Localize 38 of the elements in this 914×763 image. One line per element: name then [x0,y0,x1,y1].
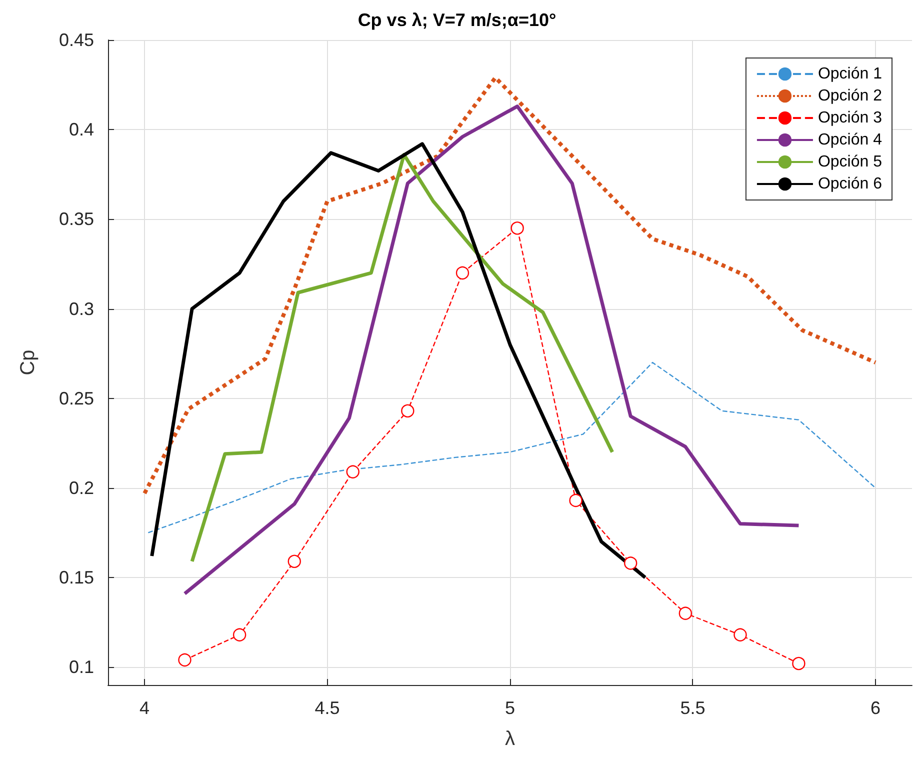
point [734,628,747,642]
line-series [182,104,800,596]
y-tick-label: 0.35 [58,209,94,230]
point [678,606,692,620]
legend-label: Opción 2 [818,88,882,104]
x-tick-label: 5.5 [680,698,706,718]
point [792,656,806,670]
y-tick-label: 0.45 [58,30,94,50]
chart-title: Cp vs λ; V=7 m/s;α=10° [358,10,556,30]
y-tick-label: 0.15 [58,568,94,588]
point [456,266,470,280]
y-tick-label: 0.4 [68,120,94,140]
point [346,465,360,478]
y-tick-label: 0.1 [68,657,94,678]
point [288,554,301,568]
legend-label: Opción 6 [818,176,882,192]
x-tick-label: 5 [504,698,516,718]
y-tick-label: 0.3 [68,298,94,319]
point [624,556,638,570]
x-axis-title: λ [505,728,515,750]
y-tick-label: 0.2 [68,478,94,498]
point [510,222,524,235]
legend-label: Opción 3 [818,110,882,126]
point [401,404,414,418]
x-tick-label: 6 [870,698,880,718]
point [232,628,246,642]
y-tick-label: 0.25 [58,388,94,408]
legend-label: Opción 4 [818,132,882,148]
legend-label: Opción 1 [818,66,882,82]
line-series [150,142,647,580]
legend-label: Opción 5 [818,154,882,170]
x-tick-label: 4 [140,698,150,718]
line-series [190,152,614,564]
point [569,494,582,508]
line-series [148,362,876,534]
y-axis-title: Cp [17,350,39,376]
x-tick-label: 4.5 [314,698,340,718]
point [178,653,192,667]
